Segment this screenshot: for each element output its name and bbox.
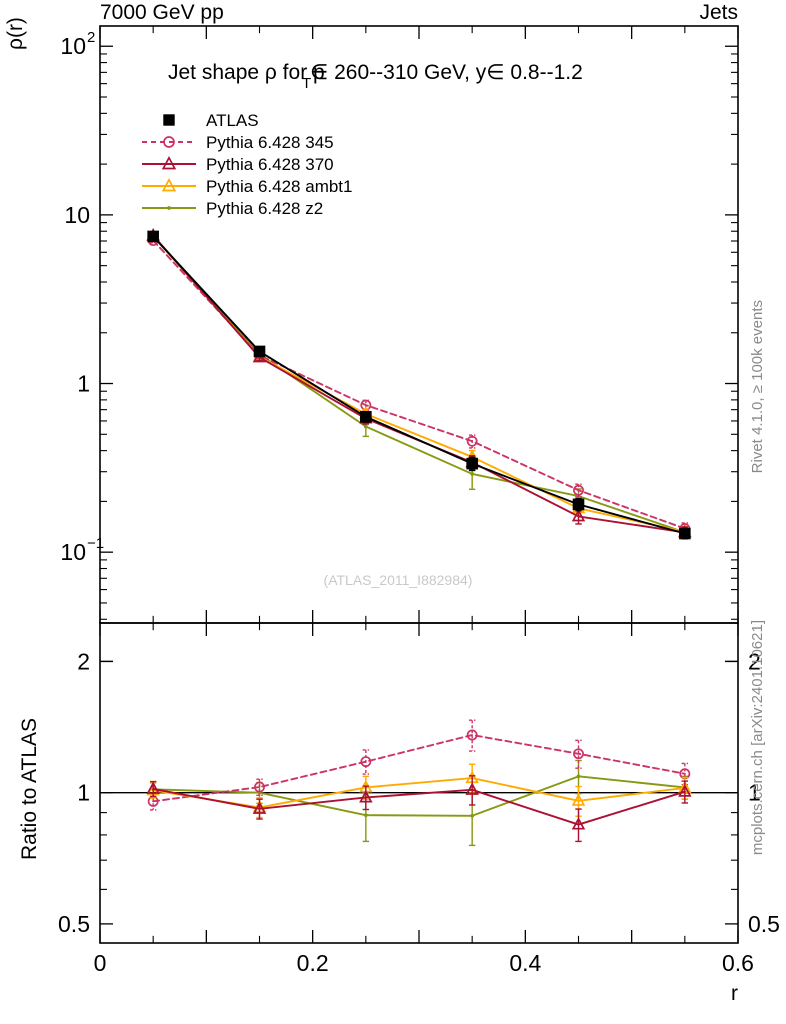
- main-ytick-label: 10: [60, 33, 86, 59]
- main-series-ATLAS-line: [152, 235, 686, 535]
- ratio-series-Pythia-6-428-345-errorbar: [362, 749, 370, 775]
- ratio-series-Pythia-6-428-370-marker: [252, 801, 267, 814]
- main-series-Pythia-6-428-370-line: [152, 234, 686, 534]
- ratio-ytick-label: 1: [748, 780, 761, 806]
- ratio-series-Pythia-6-428-z2-marker: [363, 813, 368, 818]
- ratio-series-Pythia-6-428-370-marker: [146, 781, 160, 794]
- main-ytick-exponent: 2: [87, 29, 95, 46]
- header-analysis-label: Jets: [699, 1, 738, 24]
- main-y-axis-label: ρ(r): [4, 17, 27, 50]
- legend: ATLAS Pythia 6.428 345 Pythia 6.428 370 Pyt…: [142, 111, 352, 218]
- analysis-id-watermark: (ATLAS_2011_I882984): [324, 572, 473, 588]
- legend-item[interactable]: Pythia 6.428 z2: [142, 199, 323, 218]
- legend-item[interactable]: ATLAS: [163, 111, 259, 130]
- ratio-ytick-label: 2: [77, 648, 90, 674]
- legend-marker-dot: [167, 206, 171, 210]
- main-series-ATLAS-marker: [679, 527, 691, 540]
- legend-label: Pythia 6.428 345: [206, 133, 334, 152]
- x-tick-label: 0.6: [722, 950, 754, 976]
- ratio-series-Pythia-6-428-ambt1-marker: [571, 793, 586, 806]
- ratio-series-Pythia-6-428-345-marker: [254, 781, 265, 793]
- main-series-ATLAS-marker: [253, 345, 266, 358]
- main-series-Pythia-6-428-370-marker: [571, 508, 586, 522]
- main-ytick-label: 1: [77, 371, 90, 397]
- main-series-ATLAS-marker: [466, 457, 478, 470]
- x-tick-label: 0.4: [509, 950, 541, 976]
- ratio-series-Pythia-6-428-345-marker: [360, 756, 372, 768]
- plot-title-part3: ∈ 260--310 GeV, y∈ 0.8--1.2: [310, 61, 583, 84]
- main-series-Pythia-6-428-z2-marker: [470, 472, 475, 476]
- x-tick-label: 0: [94, 950, 107, 976]
- ratio-series-Pythia-6-428-370-marker: [359, 789, 373, 803]
- ratio-y-axis-label: Ratio to ATLAS: [18, 718, 41, 860]
- ratio-series-Pythia-6-428-345-marker: [466, 729, 478, 741]
- legend-marker-circle: [163, 136, 175, 148]
- main-series-Pythia-6-428-z2-marker: [363, 424, 368, 429]
- main-series-Pythia-6-428-345-marker: [466, 435, 478, 447]
- main-series-ATLAS-marker: [572, 498, 585, 511]
- rivet-version-label: Rivet 4.1.0, ≥ 100k events: [749, 300, 766, 473]
- main-series-Pythia-6-428-ambt1-line: [152, 234, 686, 533]
- legend-item[interactable]: Pythia 6.428 370: [142, 155, 334, 174]
- ratio-ytick-label: 0.5: [748, 911, 780, 937]
- ratio-series-Pythia-6-428-345-line: [152, 734, 686, 803]
- plot-title-part1: Jet shape ρ for p: [168, 61, 325, 84]
- mcplots-source-label: mcplots.cern.ch [arXiv:2401.10621]: [749, 620, 766, 855]
- legend-label: Pythia 6.428 z2: [206, 199, 323, 218]
- ratio-series-Pythia-6-428-345-errorbar: [575, 739, 582, 769]
- legend-item[interactable]: Pythia 6.428 ambt1: [142, 177, 352, 196]
- main-ytick-label: 10: [64, 202, 90, 228]
- ratio-series-Pythia-6-428-370-marker: [571, 816, 586, 830]
- main-series-Pythia-6-428-z2-line: [152, 234, 686, 534]
- main-series-Pythia-6-428-345-line: [152, 239, 686, 530]
- main-ytick-label: 10: [60, 539, 86, 565]
- legend-label: ATLAS: [206, 111, 259, 130]
- legend-item[interactable]: Pythia 6.428 345: [142, 133, 334, 152]
- x-tick-label: 0.2: [297, 950, 329, 976]
- plot-title: Jet shape ρ for p ∈ 260--310 GeV, y∈ 0.8…: [168, 61, 583, 92]
- legend-marker-square: [163, 114, 175, 126]
- ratio-series-Pythia-6-428-345-errorbar: [468, 719, 476, 752]
- main-series-ATLAS-marker: [360, 410, 372, 423]
- legend-label: Pythia 6.428 ambt1: [206, 177, 352, 196]
- ratio-plot-panel: 2 21 10.5 0.50 0.2 0.4 0.6: [58, 622, 780, 976]
- main-ytick-exponent: −1: [87, 535, 104, 552]
- ratio-series-Pythia-6-428-370-marker: [678, 784, 692, 797]
- x-axis-label: r: [731, 982, 738, 1005]
- ratio-ytick-label: 1: [77, 780, 90, 806]
- plot-title-subscript: T: [302, 75, 311, 92]
- ratio-ytick-label: 0.5: [58, 911, 90, 937]
- ratio-series-Pythia-6-428-370-errorbar: [468, 775, 476, 806]
- ratio-series-Pythia-6-428-370-marker: [465, 782, 479, 795]
- legend-marker-triangle: [161, 155, 177, 170]
- ratio-series-Pythia-6-428-370-errorbar: [575, 808, 582, 843]
- ratio-series-Pythia-6-428-z2-marker: [470, 813, 475, 818]
- ratio-series-Pythia-6-428-z2-line: [152, 775, 686, 817]
- header-beam-label: 7000 GeV pp: [100, 1, 224, 24]
- legend-marker-triangle: [161, 177, 177, 192]
- main-frame: [99, 25, 739, 624]
- ratio-series-Pythia-6-428-z2-marker: [576, 774, 581, 779]
- main-series-ATLAS-marker: [147, 230, 159, 243]
- ratio-series-Pythia-6-428-345-marker: [573, 748, 584, 760]
- ratio-ytick-label: 2: [748, 648, 761, 674]
- ratio-series-Pythia-6-428-370-line: [152, 787, 686, 826]
- legend-label: Pythia 6.428 370: [206, 155, 334, 174]
- main-series-Pythia-6-428-345-marker: [573, 484, 584, 496]
